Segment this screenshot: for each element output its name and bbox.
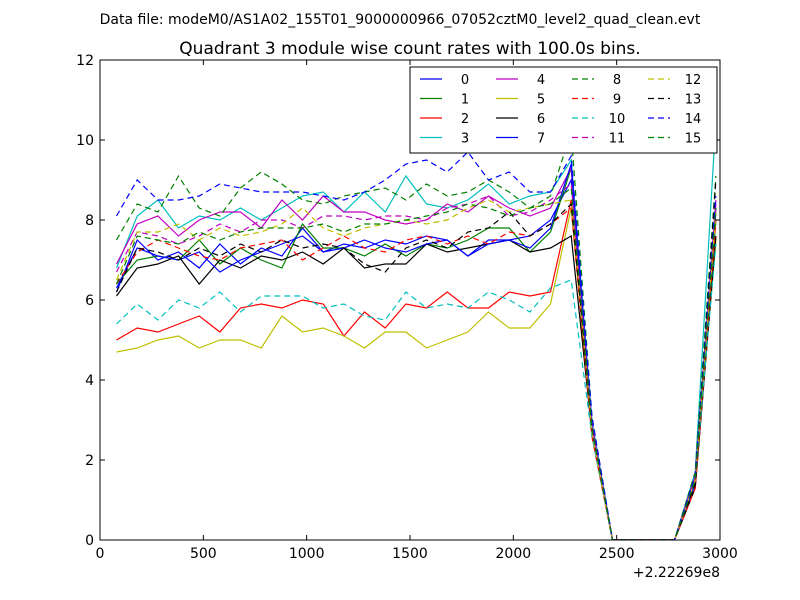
chart-title: Quadrant 3 module wise count rates with … (179, 39, 640, 59)
series-line-15 (115, 186, 717, 540)
series-line-6 (116, 235, 717, 540)
x-tick-label: 2000 (496, 546, 532, 562)
legend-label-15: 15 (685, 132, 702, 147)
series-line-14 (115, 151, 717, 540)
series-line-13 (115, 179, 717, 540)
series-line-8 (115, 131, 717, 540)
series-lines (115, 119, 717, 540)
suptitle: Data file: modeM0/AS1A02_155T01_90000009… (100, 12, 701, 28)
legend-label-5: 5 (537, 93, 545, 108)
legend-label-14: 14 (685, 112, 702, 127)
legend-label-1: 1 (461, 93, 469, 108)
x-offset-label: +2.22269e8 (633, 565, 720, 581)
y-tick-label: 10 (76, 133, 94, 149)
legend-label-11: 11 (609, 132, 626, 147)
x-tick-label: 3000 (702, 546, 738, 562)
legend-frame (409, 66, 718, 154)
legend-label-3: 3 (461, 132, 469, 147)
x-tick-label: 500 (190, 546, 217, 562)
legend-label-12: 12 (685, 73, 702, 88)
legend-label-10: 10 (609, 112, 626, 127)
series-line-12 (115, 199, 717, 540)
series-line-2 (116, 199, 717, 540)
x-axis: 0 500 1000 1500 2000 2500 3000 (96, 60, 738, 562)
series-line-9 (115, 206, 717, 540)
legend-label-4: 4 (537, 73, 545, 88)
x-tick-label: 0 (96, 546, 105, 562)
series-line-4 (115, 165, 717, 540)
legend-label-7: 7 (537, 132, 545, 147)
y-tick-label: 2 (85, 453, 94, 469)
x-tick-label: 2500 (599, 546, 635, 562)
x-tick-label: 1000 (289, 546, 325, 562)
y-tick-label: 4 (85, 373, 94, 389)
y-tick-label: 6 (85, 293, 94, 309)
y-tick-label: 8 (85, 213, 94, 229)
series-line-10 (116, 243, 717, 540)
series-line-1 (116, 167, 717, 540)
series-line-5 (116, 207, 717, 540)
x-tick-label: 1500 (392, 546, 428, 562)
series-line-3 (115, 119, 717, 540)
legend-label-2: 2 (461, 112, 469, 127)
y-tick-label: 0 (85, 533, 94, 549)
legend-label-0: 0 (461, 73, 469, 88)
legend-label-8: 8 (613, 73, 621, 88)
y-tick-label: 12 (76, 53, 94, 69)
series-line-11 (115, 182, 717, 540)
legend-label-13: 13 (685, 93, 702, 108)
legend-label-6: 6 (537, 112, 545, 127)
series-line-0 (115, 177, 717, 540)
series-line-7 (115, 163, 717, 540)
legend-label-9: 9 (613, 93, 621, 108)
